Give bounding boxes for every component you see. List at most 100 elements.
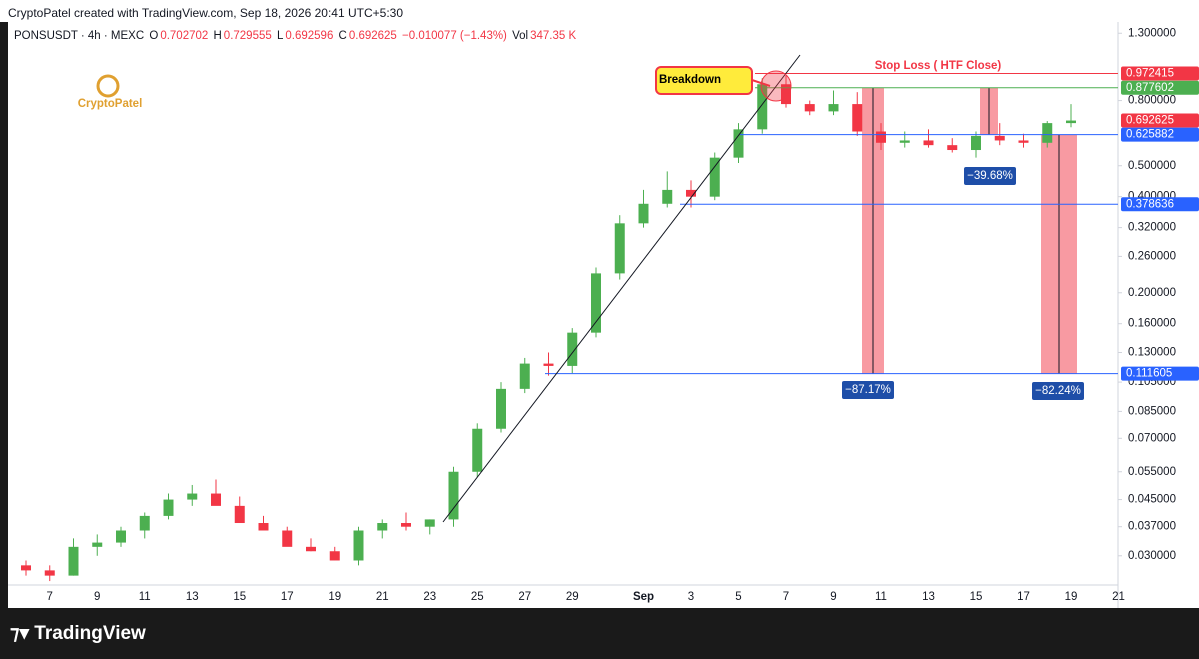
y-tick-label: 0.260000 xyxy=(1128,250,1176,262)
candle-body xyxy=(852,104,863,132)
candle-body xyxy=(519,363,530,389)
x-tick-label: 13 xyxy=(186,591,199,603)
header-bar: CryptoPatel created with TradingView.com… xyxy=(0,0,1199,22)
candle-body xyxy=(947,145,958,151)
x-tick-label: 3 xyxy=(688,591,694,603)
value: 0.729555 xyxy=(223,30,272,42)
symbol-legend: PONSUSDT · 4h · MEXC O 0.702702 H 0.729555… xyxy=(14,30,578,42)
candle-body xyxy=(234,505,245,524)
candle-body xyxy=(282,530,293,547)
plot: 7 9 11 13 15 17 19 21 23 25 27 29 Sep 3 5 7 9 11 13 15 17 19 2… xyxy=(21,32,1125,603)
footer-logo: ⁊▾ TradingView xyxy=(10,623,146,644)
candle-body xyxy=(971,135,981,151)
x-tick-label: 7 xyxy=(783,591,789,603)
candle-body xyxy=(377,523,388,531)
x-tick-label: 11 xyxy=(875,591,887,603)
x-tick-label: 9 xyxy=(94,591,100,603)
price-label-bg xyxy=(1121,197,1199,212)
y-tick-label: 0.085000 xyxy=(1128,405,1176,417)
candle-body xyxy=(401,523,411,527)
badge xyxy=(842,381,894,399)
candle-body xyxy=(448,471,459,520)
x-tick-label: 23 xyxy=(423,591,436,603)
badge xyxy=(1032,382,1084,400)
candle-body xyxy=(638,203,649,224)
candle-body xyxy=(353,530,364,561)
price-label: 0.972415 xyxy=(1126,68,1174,80)
candle-body xyxy=(828,104,839,112)
candle-body xyxy=(424,519,435,527)
y-tick-label: 0.055000 xyxy=(1128,466,1176,478)
candle-body xyxy=(187,493,198,500)
value: 0.692625 xyxy=(348,30,397,42)
candle-body xyxy=(686,189,696,197)
candle-body xyxy=(21,565,31,571)
candle-body xyxy=(733,129,744,158)
candle-body xyxy=(923,140,934,146)
candle-body xyxy=(709,157,720,197)
candle-body xyxy=(44,570,55,576)
trend-line xyxy=(442,54,801,523)
y-tick-label: 0.320000 xyxy=(1128,222,1176,234)
logo-icon xyxy=(96,74,120,98)
label: C xyxy=(338,30,347,42)
candle-body xyxy=(1018,140,1029,143)
change: −0.010077 (−1.43%) xyxy=(402,30,507,42)
x-tick-label: 27 xyxy=(518,591,531,603)
annotation: −82.24% xyxy=(1035,385,1081,397)
x-tick-label: 9 xyxy=(830,591,836,603)
x-tick-label: 15 xyxy=(970,591,983,603)
candle-body xyxy=(496,388,506,429)
y-tick-label: 0.030000 xyxy=(1128,550,1176,562)
candle-body xyxy=(68,546,79,576)
x-tick-label: 15 xyxy=(233,591,246,603)
label: O xyxy=(149,30,159,42)
x-tick-label: 5 xyxy=(735,591,741,603)
price-label-bg xyxy=(1121,366,1199,381)
candle-body xyxy=(662,189,673,204)
chart-bg xyxy=(8,22,1199,608)
candle-body xyxy=(757,84,768,130)
y-tick-label: 0.800000 xyxy=(1128,95,1176,107)
price-label-bg xyxy=(1121,127,1199,142)
price-label-bg xyxy=(1121,80,1199,95)
x-tick-label: 19 xyxy=(328,591,341,603)
value: 347.35 K xyxy=(530,30,577,42)
x-tick-label: 13 xyxy=(922,591,935,603)
x-tick-label: 17 xyxy=(281,591,294,603)
y-tick-label: 0.037000 xyxy=(1128,521,1176,533)
candle-body xyxy=(994,135,1005,141)
annotation: Stop Loss ( HTF Close) xyxy=(875,60,1002,72)
x-tick-label: 7 xyxy=(47,591,53,603)
candle-body xyxy=(306,546,316,552)
y-tick-label: 0.130000 xyxy=(1128,347,1176,359)
candle-body xyxy=(116,530,126,543)
candle-body xyxy=(1042,123,1053,143)
candle-body xyxy=(329,551,340,561)
candle-body xyxy=(472,428,483,472)
label: H xyxy=(213,30,222,42)
candle-body xyxy=(876,131,886,143)
price-label: 0.692625 xyxy=(1126,115,1174,127)
callout-arrow xyxy=(751,79,771,87)
candle-body xyxy=(614,223,625,274)
x-tick-label: 29 xyxy=(566,591,579,603)
value: 0.692596 xyxy=(285,30,334,42)
candle-body xyxy=(899,140,910,143)
annotation: Breakdown xyxy=(659,74,721,86)
y-tick-label: 1.300000 xyxy=(1128,27,1176,39)
watermark: CryptoPatel xyxy=(78,98,143,110)
y-tick-label: 0.200000 xyxy=(1128,287,1176,299)
price-label-bg xyxy=(1121,66,1199,81)
candle-body xyxy=(567,332,578,366)
price-label: 0.378636 xyxy=(1126,198,1174,210)
y-tick-label: 0.160000 xyxy=(1128,318,1176,330)
candle-body xyxy=(92,542,103,547)
x-tick-label: 21 xyxy=(376,591,389,603)
badge xyxy=(964,167,1016,185)
chart: 7 9 11 13 15 17 19 21 23 25 27 29 Sep 3 5 7 9 11 13 15 17 19 2… xyxy=(8,22,1199,608)
price-label-bg xyxy=(1121,113,1199,128)
y-tick-label: 0.500000 xyxy=(1128,160,1176,172)
candle-body xyxy=(804,104,815,112)
